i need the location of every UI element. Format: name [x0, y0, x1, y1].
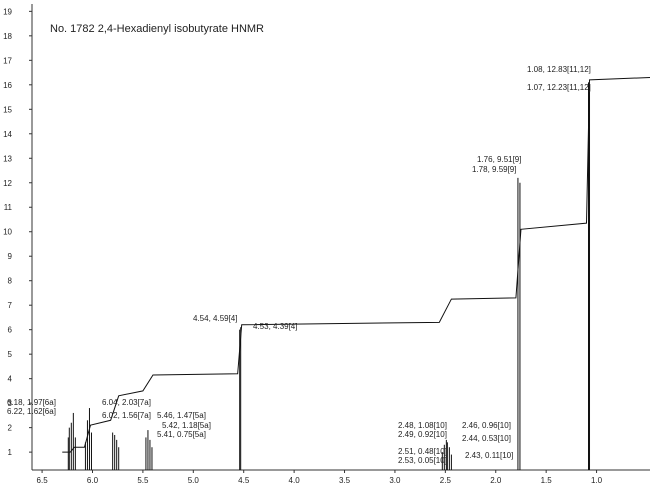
y-tick-label: 4 — [8, 375, 13, 384]
annotation: 5.46, 1.47[5a] — [157, 411, 206, 420]
y-tick-label: 9 — [8, 252, 13, 261]
y-tick-label: 3 — [8, 399, 13, 408]
x-tick-label: 1.0 — [591, 476, 603, 485]
annotation: 2.44, 0.53[10] — [462, 434, 511, 443]
y-tick-label: 7 — [8, 301, 13, 310]
y-tick-label: 15 — [3, 105, 12, 114]
x-tick-label: 4.5 — [238, 476, 250, 485]
y-tick-label: 10 — [3, 228, 12, 237]
annotation: 6.02, 1.56[7a] — [102, 411, 151, 420]
y-tick-label: 8 — [8, 277, 13, 286]
y-tick-label: 12 — [3, 179, 12, 188]
y-tick-label: 13 — [3, 154, 12, 163]
x-tick-label: 5.5 — [137, 476, 149, 485]
x-tick-label: 5.0 — [188, 476, 200, 485]
annotation: 2.53, 0.05[10] — [398, 456, 447, 465]
y-tick-label: 18 — [3, 32, 12, 41]
y-tick-label: 1 — [8, 448, 13, 457]
annotation: 6.04, 2.03[7a] — [102, 398, 151, 407]
x-tick-label: 3.5 — [339, 476, 351, 485]
annotation: 2.49, 0.92[10] — [398, 430, 447, 439]
annotation: 6.18, 1.97[6a] — [7, 398, 56, 407]
annotation: 2.48, 1.08[10] — [398, 421, 447, 430]
y-tick-label: 14 — [3, 130, 12, 139]
x-tick-label: 6.0 — [87, 476, 99, 485]
chart-title: No. 1782 2,4-Hexadienyl isobutyrate HNMR — [50, 23, 264, 35]
integral-curve — [62, 76, 650, 453]
annotation: 2.46, 0.96[10] — [462, 421, 511, 430]
x-tick-label: 6.5 — [37, 476, 49, 485]
y-tick-label: 11 — [4, 203, 13, 212]
annotation: 5.42, 1.18[5a] — [162, 421, 211, 430]
annotation: 4.54, 4.59[4] — [193, 314, 237, 323]
annotation: 1.76, 9.51[9] — [477, 155, 521, 164]
y-tick-label: 16 — [3, 81, 12, 90]
annotation: 1.07, 12.23[11,12] — [527, 83, 591, 92]
y-tick-label: 19 — [3, 7, 12, 16]
y-tick-label: 17 — [3, 56, 12, 65]
x-tick-label: 4.0 — [289, 476, 301, 485]
annotation: 2.43, 0.11[10] — [465, 451, 513, 460]
x-tick-label: 2.5 — [440, 476, 452, 485]
x-tick-label: 3.0 — [389, 476, 401, 485]
y-tick-label: 5 — [8, 350, 13, 359]
y-tick-label: 6 — [8, 326, 13, 335]
annotation: 1.08, 12.83[11,12] — [527, 65, 591, 74]
annotation: 4.53, 4.39[4] — [253, 322, 297, 331]
annotation: 5.41, 0.75[5a] — [157, 430, 206, 439]
annotation: 2.51, 0.48[10] — [398, 447, 447, 456]
annotation: 6.22, 1.62[6a] — [7, 407, 56, 416]
y-tick-label: 2 — [8, 424, 13, 433]
x-tick-label: 2.0 — [490, 476, 502, 485]
annotation: 1.78, 9.59[9] — [472, 165, 516, 174]
x-tick-label: 1.5 — [541, 476, 553, 485]
